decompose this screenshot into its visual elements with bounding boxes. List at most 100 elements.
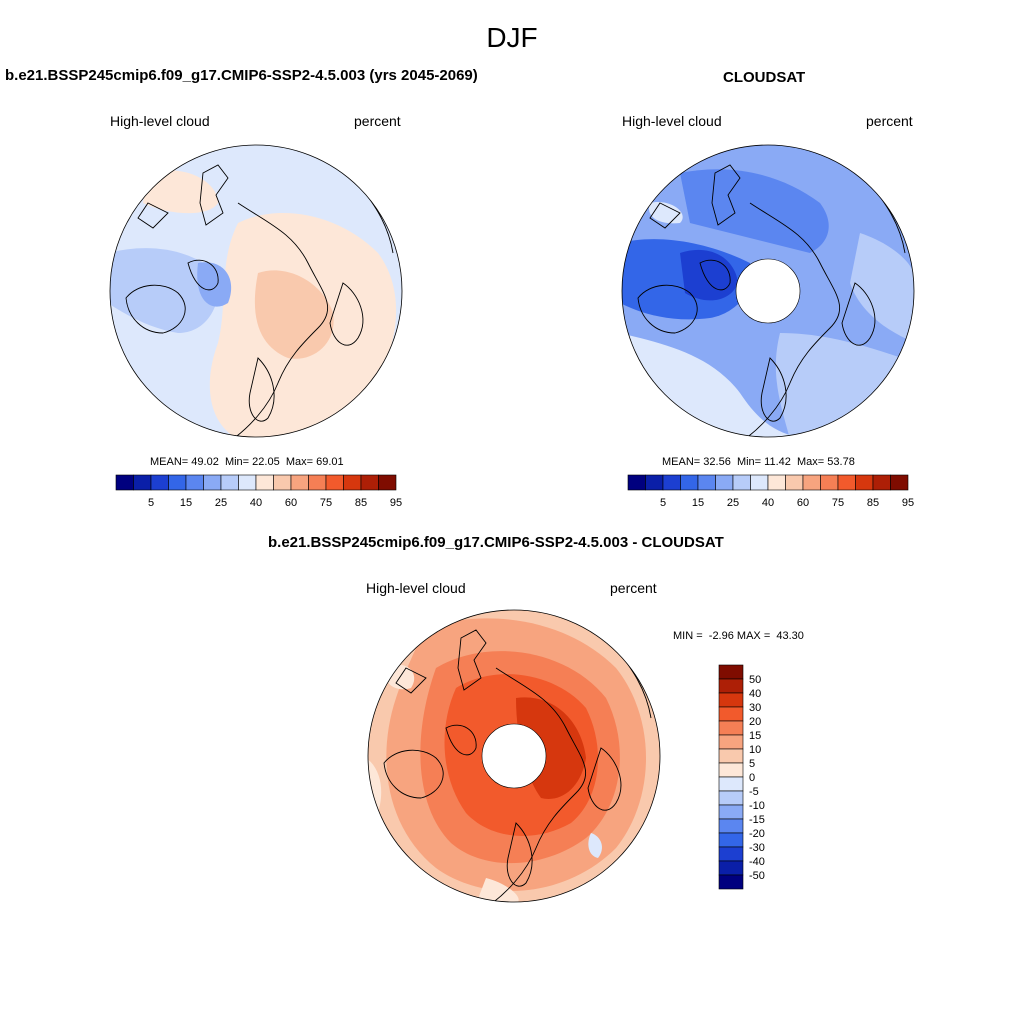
model-max-value: 69.01 xyxy=(316,456,344,468)
obs-mean-value: 32.56 xyxy=(703,456,731,468)
model-colorbar-label: 25 xyxy=(215,497,227,509)
diff-panel-title: b.e21.BSSP245cmip6.f09_g17.CMIP6-SSP2-4.… xyxy=(268,534,724,551)
diff-colorbar-label: -15 xyxy=(749,814,765,826)
diff-colorbar-label: 50 xyxy=(749,674,761,686)
obs-colorbar-box xyxy=(820,474,839,491)
model-colorbar-box xyxy=(150,474,169,491)
diff-colorbar-box xyxy=(718,720,744,736)
model-colorbar-label: 95 xyxy=(390,497,402,509)
diff-colorbar-box xyxy=(718,692,744,708)
model-colorbar-box xyxy=(133,474,152,491)
obs-colorbar-box xyxy=(890,474,909,491)
diff-colorbar-label: -40 xyxy=(749,856,765,868)
obs-max-value: 53.78 xyxy=(827,456,855,468)
obs-min-value: 11.42 xyxy=(764,456,791,468)
model-colorbar-box xyxy=(255,474,274,491)
obs-units-label: percent xyxy=(866,113,913,129)
diff-colorbar-label: -20 xyxy=(749,828,765,840)
model-colorbar-box xyxy=(220,474,239,491)
model-colorbar: 5 15 25 40 60 75 85 95 xyxy=(115,474,402,509)
diff-colorbar-box xyxy=(718,874,744,890)
model-colorbar-box xyxy=(168,474,187,491)
diff-stats: MIN = -2.96 MAX = 43.30 xyxy=(673,630,804,642)
obs-colorbar-box xyxy=(732,474,751,491)
diff-colorbar-box xyxy=(718,818,744,834)
diff-colorbar-label: 40 xyxy=(749,688,761,700)
obs-colorbar: 5 15 25 40 60 75 85 95 xyxy=(627,474,914,509)
obs-colorbar-box xyxy=(627,474,646,491)
obs-colorbar-box xyxy=(785,474,804,491)
obs-panel-title: CLOUDSAT xyxy=(723,69,806,86)
model-units-label: percent xyxy=(354,113,401,129)
model-panel-title: b.e21.BSSP245cmip6.f09_g17.CMIP6-SSP2-4.… xyxy=(5,67,478,84)
diff-colorbar-box xyxy=(718,790,744,806)
model-min-value: 22.05 xyxy=(252,456,280,468)
obs-colorbar-label: 85 xyxy=(867,497,879,509)
model-colorbar-label: 75 xyxy=(320,497,332,509)
model-colorbar-box xyxy=(115,474,134,491)
model-colorbar-box xyxy=(378,474,397,491)
model-polar-map xyxy=(109,144,403,438)
obs-colorbar-label: 95 xyxy=(902,497,914,509)
obs-colorbar-box xyxy=(872,474,891,491)
season-title: DJF xyxy=(486,22,538,53)
diff-colorbar-box xyxy=(718,776,744,792)
model-mean-value: 49.02 xyxy=(191,456,219,468)
model-variable-label: High-level cloud xyxy=(110,113,210,129)
model-colorbar-box xyxy=(203,474,222,491)
diff-colorbar-box xyxy=(718,734,744,750)
diff-colorbar-box xyxy=(718,860,744,876)
obs-variable-label: High-level cloud xyxy=(622,113,722,129)
obs-colorbar-label: 40 xyxy=(762,497,774,509)
model-colorbar-label: 15 xyxy=(180,497,192,509)
model-colorbar-box xyxy=(325,474,344,491)
model-colorbar-label: 5 xyxy=(148,497,154,509)
model-colorbar-label: 40 xyxy=(250,497,262,509)
diff-colorbar-box xyxy=(718,748,744,764)
model-colorbar-box xyxy=(185,474,204,491)
diff-colorbar-label: 5 xyxy=(749,758,755,770)
model-colorbar-box xyxy=(238,474,257,491)
obs-colorbar-label: 75 xyxy=(832,497,844,509)
obs-stats: MEAN= 32.56 Min= 11.42 Max= 53.78 xyxy=(662,456,855,468)
diff-colorbar-label: -5 xyxy=(749,786,759,798)
obs-colorbar-label: 60 xyxy=(797,497,809,509)
obs-colorbar-box xyxy=(750,474,769,491)
diff-colorbar-box xyxy=(718,832,744,848)
diff-colorbar-label: -10 xyxy=(749,800,765,812)
diff-colorbar-label: 15 xyxy=(749,730,761,742)
diff-colorbar-box xyxy=(718,846,744,862)
obs-polar-map xyxy=(621,144,915,438)
obs-colorbar-label: 5 xyxy=(660,497,666,509)
obs-colorbar-box xyxy=(697,474,716,491)
model-colorbar-box xyxy=(290,474,309,491)
diff-colorbar-box xyxy=(718,762,744,778)
model-colorbar-box xyxy=(360,474,379,491)
diff-colorbar-box xyxy=(718,706,744,722)
diff-colorbar-label: 30 xyxy=(749,702,761,714)
obs-colorbar-box xyxy=(680,474,699,491)
diff-variable-label: High-level cloud xyxy=(366,580,466,596)
diff-polar-map xyxy=(367,609,661,903)
diff-colorbar-label: 0 xyxy=(749,772,755,784)
model-stats: MEAN= 49.02 Min= 22.05 Max= 69.01 xyxy=(150,456,344,468)
obs-colorbar-box xyxy=(802,474,821,491)
obs-colorbar-label: 25 xyxy=(727,497,739,509)
obs-colorbar-label: 15 xyxy=(692,497,704,509)
obs-colorbar-box xyxy=(837,474,856,491)
obs-colorbar-box xyxy=(645,474,664,491)
diff-colorbar-box xyxy=(718,678,744,694)
diff-colorbar-label: 20 xyxy=(749,716,761,728)
model-colorbar-box xyxy=(343,474,362,491)
obs-colorbar-box xyxy=(767,474,786,491)
diff-colorbar-box xyxy=(718,664,744,680)
diff-units-label: percent xyxy=(610,580,657,596)
model-colorbar-label: 60 xyxy=(285,497,297,509)
obs-colorbar-box xyxy=(662,474,681,491)
model-colorbar-label: 85 xyxy=(355,497,367,509)
diff-colorbar-label: -50 xyxy=(749,870,765,882)
obs-colorbar-box xyxy=(715,474,734,491)
diff-colorbar-label: -30 xyxy=(749,842,765,854)
model-colorbar-box xyxy=(273,474,292,491)
